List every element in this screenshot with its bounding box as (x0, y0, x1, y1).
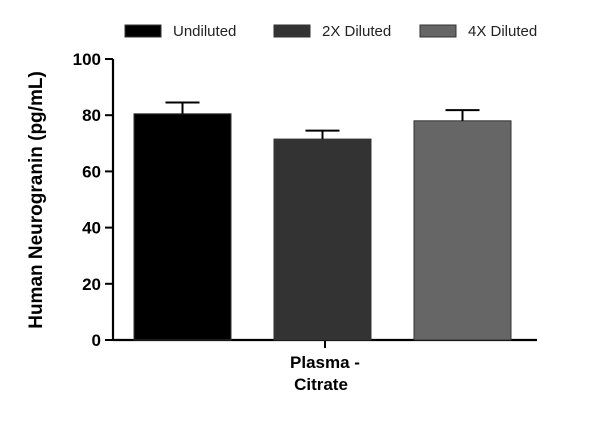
y-tick-label: 20 (82, 275, 101, 294)
y-axis-label: Human Neurogranin (pg/mL) (26, 71, 47, 329)
y-tick-label: 0 (92, 331, 101, 350)
legend-label: 4X Diluted (468, 23, 537, 40)
legend-swatch (419, 24, 457, 38)
legend: Undiluted 2X Diluted 4X Diluted (124, 23, 537, 40)
y-tick-label: 100 (73, 50, 101, 69)
y-tick-label: 60 (82, 162, 101, 181)
x-category-label: Plasma - (290, 353, 360, 372)
x-axis (113, 338, 537, 348)
legend-label: Undiluted (173, 23, 236, 40)
x-category-labels: Plasma - Citrate (290, 353, 360, 394)
bar-2x-diluted (273, 138, 372, 341)
y-tick-label: 40 (82, 219, 101, 238)
error-bars (165, 101, 480, 140)
legend-label: 2X Diluted (322, 23, 391, 40)
legend-swatch (273, 24, 311, 38)
legend-swatch (124, 24, 162, 38)
bar-4x-diluted (413, 120, 512, 341)
y-tick-label: 80 (82, 106, 101, 125)
y-axis: 0 20 40 60 80 100 (73, 50, 115, 350)
bars (133, 113, 512, 341)
bar-undiluted (133, 113, 232, 341)
x-category-label: Citrate (294, 375, 348, 394)
